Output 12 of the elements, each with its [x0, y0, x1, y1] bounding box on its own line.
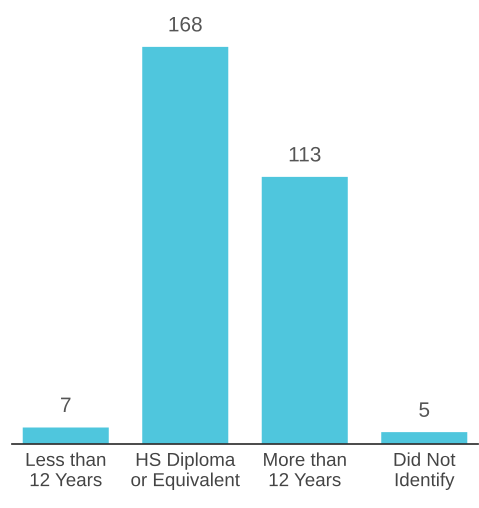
data-label: 168	[169, 16, 202, 32]
data-label: 7	[61, 398, 70, 412]
bar	[142, 46, 228, 444]
bar	[381, 432, 468, 444]
bar	[262, 176, 348, 444]
data-label: 5	[419, 402, 430, 417]
x-tick-label: HS Diploma or Equivalent	[131, 452, 240, 490]
data-label: 113	[290, 146, 320, 162]
x-tick-label: More than 12 Years	[264, 452, 346, 486]
x-tick-label: Did Not Identify	[394, 452, 456, 490]
bar	[22, 427, 109, 444]
x-tick-label: Less than 12 Years	[26, 452, 106, 486]
